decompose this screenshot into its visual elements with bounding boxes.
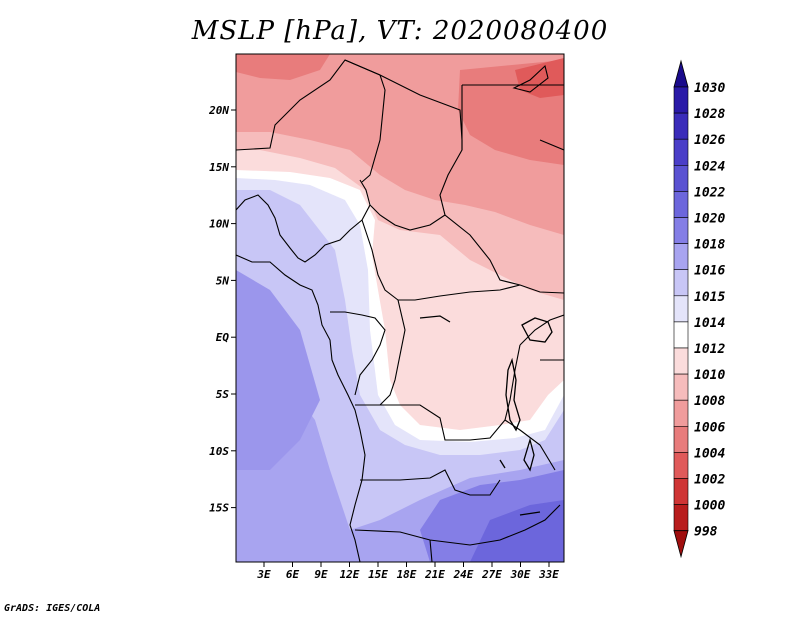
colorbar-label: 998 bbox=[694, 525, 718, 540]
colorbar-label: 1030 bbox=[694, 81, 725, 96]
pressure-field bbox=[236, 54, 564, 562]
colorbar-top-cap bbox=[673, 59, 689, 88]
colorbar-swatch bbox=[673, 112, 689, 140]
river-congo bbox=[419, 315, 451, 323]
lake-tanganyika bbox=[505, 357, 521, 432]
lat-tick-label: 10S bbox=[209, 445, 229, 458]
country-borders bbox=[236, 59, 564, 562]
lake-mweru bbox=[499, 459, 506, 469]
colorbar-swatch bbox=[673, 399, 689, 427]
border-red-sea bbox=[539, 139, 564, 151]
colorbar-bottom-cap bbox=[673, 530, 689, 559]
colorbar-swatch bbox=[673, 86, 689, 114]
border-namibia-botswana bbox=[354, 504, 561, 546]
colorbar-label: 1004 bbox=[694, 446, 725, 461]
colorbar-swatch bbox=[673, 504, 689, 532]
colorbar-swatch bbox=[673, 269, 689, 297]
colorbar-label: 1006 bbox=[694, 420, 725, 435]
lon-tick-label: 18E bbox=[397, 568, 417, 581]
border-angola-zambia bbox=[360, 469, 501, 496]
border-south bbox=[429, 539, 433, 562]
colorbar-swatch bbox=[673, 295, 689, 323]
lat-tick-label: 15N bbox=[209, 161, 229, 174]
longitude-axis: 3E 6E 9E 12E 15E 18E 21E 24E 27E 30E 33E bbox=[256, 562, 559, 581]
colorbar-label: 1026 bbox=[694, 133, 725, 148]
lat-tick-label: 20N bbox=[208, 104, 229, 117]
colorbar-label: 1014 bbox=[694, 316, 725, 331]
colorbar-label: 1024 bbox=[694, 159, 725, 174]
colorbar-label: 1016 bbox=[694, 264, 725, 279]
lat-tick-label: 10N bbox=[209, 218, 229, 231]
border-car-south bbox=[361, 219, 521, 301]
lon-tick-label: 33E bbox=[538, 568, 559, 581]
colorbar-label: 1020 bbox=[694, 212, 725, 227]
lake-kariba bbox=[519, 511, 541, 516]
lat-tick-label: EQ bbox=[216, 331, 230, 344]
lat-tick-label: 5N bbox=[216, 274, 230, 287]
border-east-africa bbox=[519, 314, 564, 346]
lakes bbox=[419, 315, 553, 516]
lon-tick-label: 3E bbox=[256, 568, 271, 581]
colorbar-label: 1012 bbox=[694, 342, 725, 357]
coastline-nile-delta bbox=[512, 64, 549, 93]
coastline-west bbox=[236, 254, 366, 562]
field-1002 bbox=[515, 58, 564, 98]
border-drc-south bbox=[355, 344, 521, 441]
lat-tick-label: 15S bbox=[209, 502, 229, 515]
colorbar-label: 1010 bbox=[694, 368, 725, 383]
border-car-north bbox=[369, 204, 446, 231]
colorbar-swatch bbox=[673, 425, 689, 453]
lon-tick-label: 21E bbox=[424, 568, 445, 581]
colorbar-label: 1002 bbox=[694, 473, 725, 488]
colorbar-label: 1000 bbox=[694, 499, 725, 514]
lon-tick-label: 30E bbox=[510, 568, 531, 581]
colorbar-label: 1028 bbox=[694, 107, 725, 122]
border-sudan bbox=[439, 85, 564, 294]
border-congo-gabon bbox=[330, 311, 386, 396]
lake-victoria bbox=[521, 317, 553, 343]
colorbar-swatch bbox=[673, 373, 689, 401]
colorbar-swatch bbox=[673, 138, 689, 166]
grads-credit: GrADS: IGES/COLA bbox=[4, 603, 101, 614]
latitude-axis: 20N 15N 10N 5N EQ 5S 10S 15S bbox=[208, 104, 236, 515]
lon-tick-label: 9E bbox=[314, 568, 328, 581]
field-1004-north bbox=[236, 54, 330, 80]
map-title: MSLP [hPa], VT: 2020080400 bbox=[191, 16, 609, 46]
lon-tick-label: 27E bbox=[481, 568, 502, 581]
colorbar-swatch bbox=[673, 478, 689, 505]
lake-malawi bbox=[523, 437, 535, 472]
colorbar-swatch bbox=[673, 217, 689, 244]
border-west-africa bbox=[236, 179, 371, 263]
colorbar-label: 1022 bbox=[694, 185, 725, 200]
field-1020 bbox=[470, 500, 564, 562]
field-1016-west bbox=[236, 270, 320, 470]
colorbar-swatch bbox=[673, 321, 689, 349]
colorbar-swatch bbox=[673, 243, 689, 271]
colorbar-swatch bbox=[673, 165, 689, 192]
colorbar-label: 1015 bbox=[694, 290, 725, 305]
lon-tick-label: 24E bbox=[453, 568, 474, 581]
colorbar-label: 1008 bbox=[694, 394, 725, 409]
lat-tick-label: 5S bbox=[216, 388, 230, 401]
map-frame bbox=[235, 53, 565, 563]
colorbar-swatch bbox=[673, 347, 689, 375]
colorbar-swatch bbox=[673, 191, 689, 218]
colorbar-label: 1018 bbox=[694, 238, 725, 253]
colorbar-swatch bbox=[673, 452, 689, 479]
colorbar: 1030 1028 1026 1024 1022 1020 1018 1016 1015 1014… bbox=[673, 59, 725, 559]
lon-tick-label: 6E bbox=[286, 568, 300, 581]
lon-tick-label: 15E bbox=[368, 568, 388, 581]
lon-tick-label: 12E bbox=[340, 568, 360, 581]
